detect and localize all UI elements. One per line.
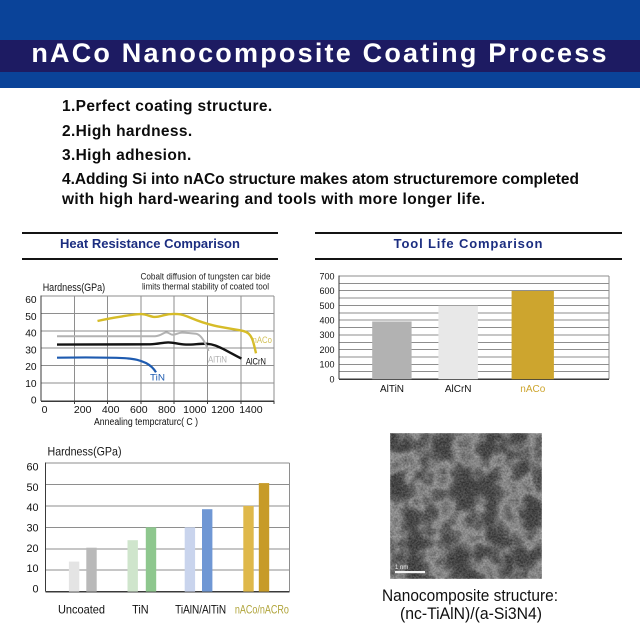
svg-text:400: 400 bbox=[102, 404, 120, 416]
svg-text:600: 600 bbox=[130, 404, 148, 416]
svg-text:200: 200 bbox=[319, 345, 334, 355]
svg-text:0: 0 bbox=[42, 404, 48, 416]
svg-text:60: 60 bbox=[26, 462, 38, 474]
svg-text:1200: 1200 bbox=[211, 404, 235, 416]
svg-text:0: 0 bbox=[31, 396, 37, 407]
svg-text:30: 30 bbox=[26, 523, 38, 535]
svg-text:40: 40 bbox=[25, 329, 37, 340]
svg-text:10: 10 bbox=[25, 379, 37, 390]
svg-text:400: 400 bbox=[319, 316, 334, 326]
svg-text:TiN: TiN bbox=[132, 603, 149, 617]
svg-text:AlTiN: AlTiN bbox=[380, 384, 404, 395]
svg-text:Uncoated: Uncoated bbox=[58, 603, 105, 617]
svg-text:Hardness(GPa): Hardness(GPa) bbox=[43, 282, 105, 294]
svg-text:600: 600 bbox=[319, 286, 334, 296]
svg-text:Cobalt diffusion of tungsten c: Cobalt diffusion of tungsten car bide bbox=[141, 271, 271, 281]
svg-text:60: 60 bbox=[25, 295, 37, 306]
svg-text:500: 500 bbox=[319, 301, 334, 311]
svg-text:AlTiN: AlTiN bbox=[208, 355, 227, 366]
svg-text:limits thermal stability of co: limits thermal stability of coated tool bbox=[142, 281, 269, 291]
svg-text:nACo: nACo bbox=[253, 335, 273, 346]
svg-text:TiAlN/AlTiN: TiAlN/AlTiN bbox=[175, 603, 226, 617]
svg-text:1 nm: 1 nm bbox=[395, 565, 408, 571]
svg-text:200: 200 bbox=[74, 404, 92, 416]
svg-text:800: 800 bbox=[158, 404, 176, 416]
svg-text:AlCrN: AlCrN bbox=[445, 384, 472, 395]
svg-text:TiN: TiN bbox=[150, 373, 165, 384]
svg-text:10: 10 bbox=[26, 563, 38, 575]
svg-text:(nc-TiAlN)/(a-Si3N4): (nc-TiAlN)/(a-Si3N4) bbox=[400, 605, 542, 623]
svg-text:300: 300 bbox=[319, 330, 334, 340]
svg-text:nACo: nACo bbox=[520, 384, 545, 395]
svg-text:Annealing tempcraturc( C ): Annealing tempcraturc( C ) bbox=[94, 417, 198, 428]
svg-text:700: 700 bbox=[319, 271, 334, 281]
svg-text:20: 20 bbox=[25, 362, 37, 373]
svg-text:1000: 1000 bbox=[183, 404, 207, 416]
svg-text:100: 100 bbox=[319, 360, 334, 370]
svg-text:nACo/nACRo: nACo/nACRo bbox=[235, 603, 289, 617]
svg-text:50: 50 bbox=[26, 482, 38, 494]
svg-text:50: 50 bbox=[25, 312, 37, 323]
svg-text:1400: 1400 bbox=[239, 404, 263, 416]
svg-text:Nanocomposite structure:: Nanocomposite structure: bbox=[382, 587, 558, 605]
svg-text:30: 30 bbox=[25, 345, 37, 356]
svg-text:20: 20 bbox=[26, 543, 38, 555]
svg-text:40: 40 bbox=[26, 502, 38, 514]
svg-text:0: 0 bbox=[329, 374, 334, 384]
svg-text:AlCrN: AlCrN bbox=[246, 356, 266, 366]
svg-text:Hardness(GPa): Hardness(GPa) bbox=[48, 445, 122, 459]
svg-text:0: 0 bbox=[32, 584, 38, 596]
